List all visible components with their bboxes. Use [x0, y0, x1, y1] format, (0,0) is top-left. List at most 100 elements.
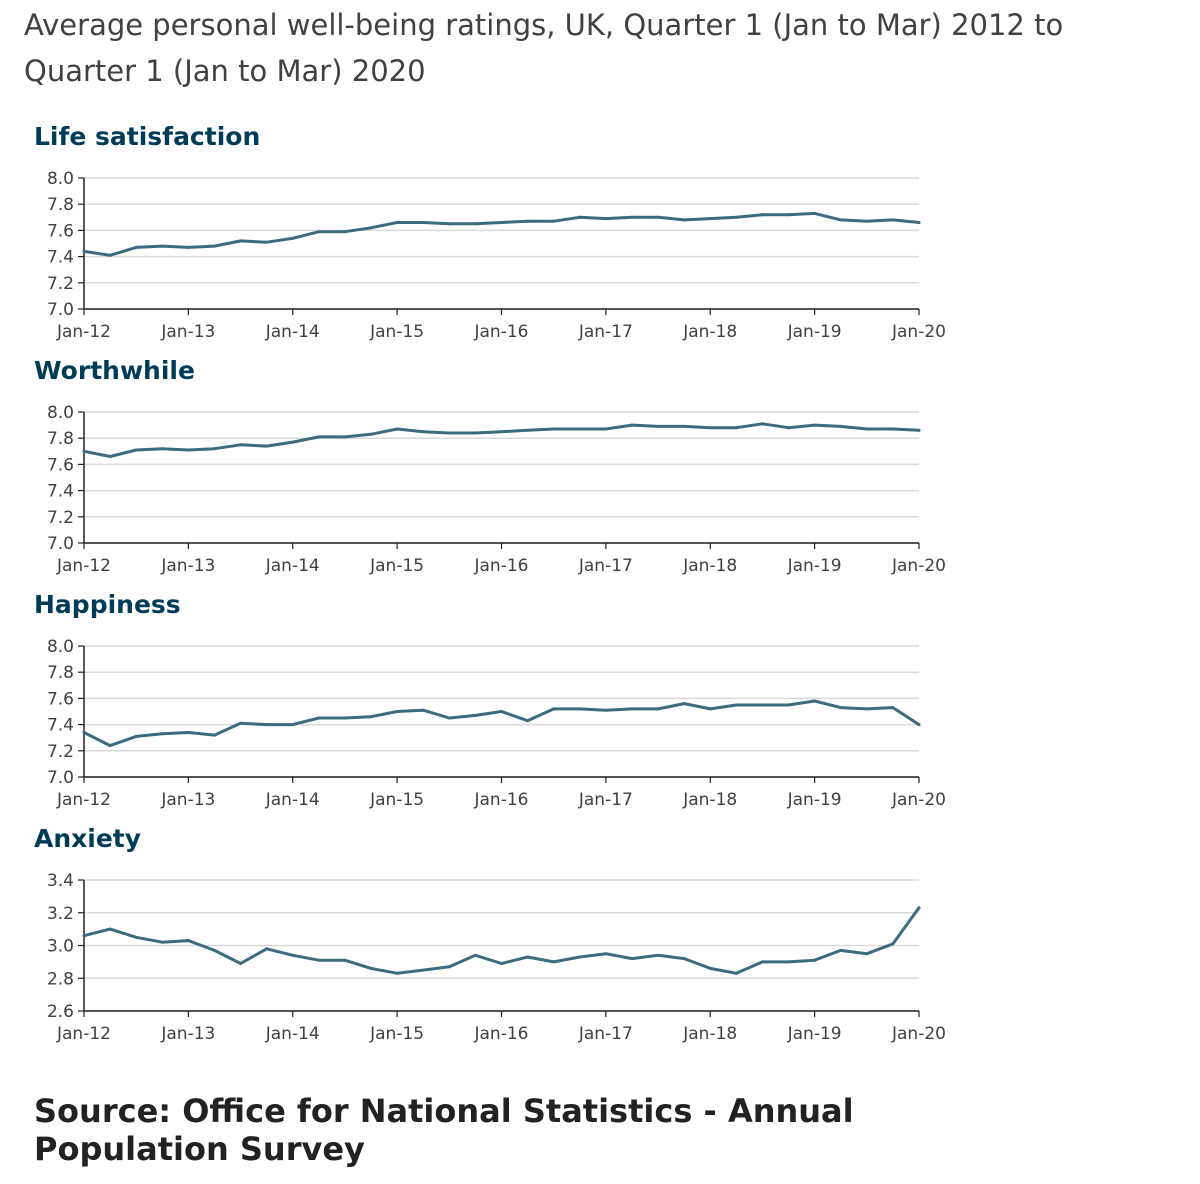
- data-point: [265, 947, 269, 951]
- data-point: [395, 710, 399, 713]
- data-point: [291, 953, 295, 957]
- data-point: [265, 723, 269, 727]
- data-point: [552, 219, 556, 223]
- data-point: [212, 733, 216, 737]
- x-tick-label: Jan-14: [265, 1024, 320, 1044]
- data-point: [656, 707, 660, 711]
- data-point: [343, 230, 347, 234]
- data-point: [212, 447, 216, 451]
- data-point: [421, 708, 425, 712]
- data-point: [291, 236, 295, 240]
- data-point: [108, 744, 112, 748]
- x-tick-label: Jan-13: [160, 1024, 215, 1044]
- x-tick-label: Jan-13: [160, 556, 215, 576]
- data-point: [500, 221, 503, 225]
- x-tick-label: Jan-15: [369, 556, 424, 576]
- y-tick-label: 2.6: [47, 1002, 74, 1022]
- x-tick-label: Jan-13: [160, 790, 215, 810]
- x-tick-label: Jan-16: [474, 556, 529, 576]
- data-point: [734, 703, 738, 707]
- data-point: [369, 432, 373, 436]
- data-point: [734, 215, 738, 219]
- x-tick-label: Jan-15: [369, 322, 424, 342]
- data-point: [343, 716, 347, 720]
- data-point: [760, 960, 764, 964]
- series-line: [82, 422, 921, 458]
- data-point: [708, 426, 712, 430]
- data-point: [891, 427, 895, 431]
- data-point: [317, 716, 321, 720]
- data-point: [212, 948, 216, 952]
- data-point: [108, 927, 112, 931]
- data-point: [526, 955, 530, 959]
- x-tick-label: Jan-19: [787, 790, 842, 810]
- data-point: [760, 213, 764, 217]
- x-tick-label: Jan-12: [56, 322, 111, 342]
- data-point: [917, 221, 921, 225]
- data-point: [186, 448, 190, 452]
- data-point: [708, 217, 712, 221]
- x-tick-label: Jan-17: [578, 322, 633, 342]
- y-tick-label: 8.0: [47, 403, 74, 423]
- data-point: [604, 708, 608, 712]
- data-point: [682, 424, 686, 428]
- data-point: [865, 952, 869, 956]
- y-tick-label: 7.8: [47, 663, 74, 683]
- x-tick-label: Jan-12: [56, 790, 111, 810]
- x-tick-label: Jan-15: [369, 790, 424, 810]
- chart-anxiety: 2.6 2.8 3.0 3.2 3.4 Jan-12 Jan-13 Jan-14 Jan-15 J…: [47, 871, 946, 1044]
- data-point: [865, 707, 869, 711]
- y-tick-label: 2.8: [47, 969, 74, 989]
- data-point: [291, 723, 295, 727]
- chart-panel-happiness: Happiness 7.0 7.2 7.4 7.6 7.8 8.0 Jan-12 Jan-13…: [0, 590, 1200, 834]
- data-point: [839, 948, 843, 952]
- data-point: [82, 449, 86, 453]
- source-note: Source: Office for National Statistics -…: [34, 1092, 854, 1168]
- x-tick-label: Jan-12: [56, 556, 111, 576]
- x-tick-label: Jan-19: [787, 1024, 842, 1044]
- data-point: [813, 423, 817, 427]
- y-tick-label: 7.4: [47, 482, 74, 502]
- data-point: [134, 734, 138, 738]
- y-tick-label: 7.6: [47, 221, 74, 241]
- data-point: [526, 428, 530, 432]
- data-point: [708, 707, 712, 711]
- data-point: [395, 971, 399, 975]
- data-point: [395, 427, 399, 431]
- data-point: [160, 940, 164, 944]
- data-point: [891, 218, 895, 222]
- chart-worthwhile: 7.0 7.2 7.4 7.6 7.8 8.0 Jan-12 Jan-13 Jan-14 Jan-…: [47, 403, 946, 576]
- data-point: [134, 245, 138, 249]
- data-point: [604, 217, 608, 221]
- data-point: [108, 455, 112, 459]
- x-tick-label: Jan-18: [682, 322, 737, 342]
- data-point: [421, 221, 425, 225]
- x-tick-label: Jan-15: [369, 1024, 424, 1044]
- x-tick-label: Jan-17: [578, 556, 633, 576]
- x-tick-label: Jan-18: [682, 790, 737, 810]
- y-tick-label: 3.4: [47, 871, 74, 891]
- data-point: [160, 732, 164, 736]
- page-title: Average personal well-being ratings, UK,…: [24, 8, 1064, 88]
- data-point: [656, 424, 660, 428]
- x-tick-label: Jan-20: [891, 1024, 946, 1044]
- data-point: [317, 435, 321, 439]
- data-point: [473, 222, 477, 226]
- data-point: [813, 958, 817, 962]
- chart-panel-anxiety: Anxiety 2.6 2.8 3.0 3.2 3.4 Jan-12 Jan-13 Jan-1…: [0, 824, 1200, 1068]
- chart-title-life-satisfaction: Life satisfaction: [34, 122, 261, 151]
- data-point: [160, 244, 164, 248]
- y-tick-label: 7.0: [47, 300, 74, 320]
- y-tick-label: 7.6: [47, 455, 74, 475]
- data-point: [265, 444, 269, 448]
- data-point: [604, 427, 608, 431]
- data-point: [578, 955, 582, 959]
- data-point: [421, 430, 425, 434]
- series-line: [82, 699, 921, 748]
- data-point: [473, 431, 477, 435]
- data-point: [186, 245, 190, 249]
- data-point: [682, 702, 686, 706]
- data-point: [395, 221, 399, 225]
- data-point: [552, 960, 556, 964]
- data-point: [82, 934, 86, 938]
